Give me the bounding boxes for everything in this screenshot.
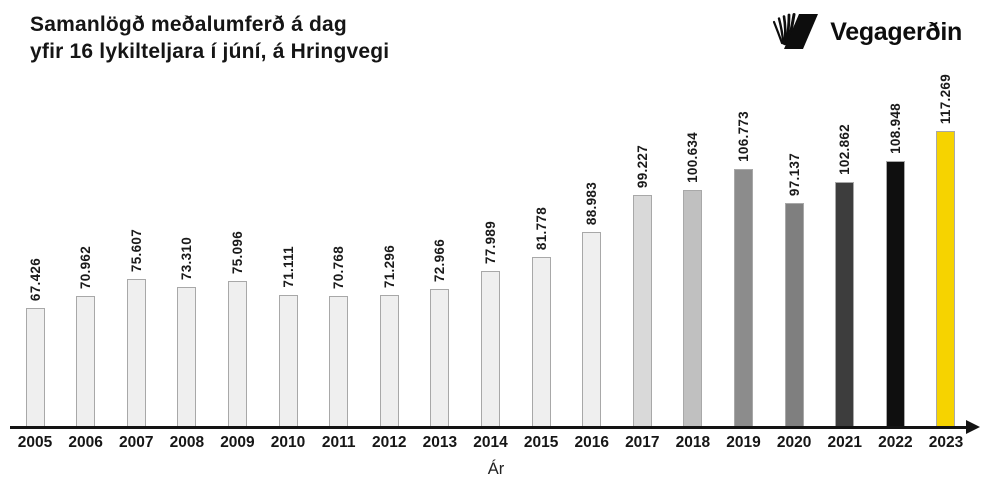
bar-column-2006: 70.962	[61, 246, 111, 427]
x-tick-2019: 2019	[726, 434, 761, 451]
x-tick-2014: 2014	[473, 434, 508, 451]
bar-column-2005: 67.426	[10, 258, 60, 427]
x-tick-2015: 2015	[523, 434, 559, 451]
bar-value-label-2015: 81.778	[533, 206, 549, 250]
bar-value-label-2023: 117.269	[938, 73, 954, 124]
bar-value-label-2012: 71.296	[381, 244, 397, 288]
bar-column-2019: 106.773	[719, 111, 769, 427]
vegagerdin-logo-icon	[771, 12, 819, 52]
bar-2020	[784, 203, 804, 427]
bar-2009	[227, 281, 247, 427]
bar-2010	[278, 295, 298, 427]
bar-value-label-2009: 75.096	[229, 230, 245, 274]
bar-value-label-2016: 88.983	[584, 181, 600, 225]
bar-2017	[632, 195, 652, 427]
x-tick-2012: 2012	[372, 434, 407, 451]
bar-column-2012: 71.296	[364, 245, 414, 427]
x-tick-2006: 2006	[68, 434, 103, 451]
bar-value-label-2019: 106.773	[736, 111, 752, 162]
bar-column-2015: 81.778	[516, 207, 566, 427]
bar-2015	[531, 257, 551, 427]
bar-2022	[885, 161, 905, 427]
bar-chart-plot-area: 67.426 70.962 75.607 73.310 75.096 71.111 70.7…	[10, 64, 971, 427]
bar-value-label-2013: 72.966	[432, 238, 448, 282]
x-tick-2005: 2005	[17, 434, 53, 451]
x-tick-2009: 2009	[220, 434, 255, 451]
bar-value-label-2008: 73.310	[179, 236, 195, 280]
x-tick-2011: 2011	[321, 434, 356, 451]
x-tick-2021: 2021	[827, 434, 862, 451]
bar-2008	[177, 287, 197, 427]
bar-2023	[936, 131, 956, 427]
bar-2005	[25, 308, 45, 427]
bar-2018	[683, 190, 703, 427]
bar-value-label-2005: 67.426	[27, 257, 43, 301]
bar-value-label-2017: 99.227	[634, 144, 650, 188]
bar-column-2007: 75.607	[111, 229, 161, 427]
chart-title-line2: yfir 16 lykilteljara í júní, á Hringvegi	[30, 40, 390, 63]
bar-column-2016: 88.983	[567, 182, 617, 427]
x-tick-2008: 2008	[169, 434, 205, 451]
x-axis-line	[10, 426, 967, 429]
bar-value-label-2020: 97.137	[786, 152, 802, 196]
bar-value-label-2018: 100.634	[685, 132, 701, 183]
vegagerdin-logo: Vegagerðin	[771, 12, 962, 52]
bar-column-2017: 99.227	[617, 145, 667, 427]
bar-column-2018: 100.634	[668, 132, 718, 427]
x-axis-arrow-icon	[966, 420, 980, 434]
bar-column-2011: 70.768	[314, 246, 364, 427]
bar-column-2008: 73.310	[162, 237, 212, 427]
x-tick-2020: 2020	[776, 434, 812, 451]
bar-value-label-2007: 75.607	[128, 228, 144, 272]
bar-column-2014: 77.989	[465, 221, 515, 427]
bar-2013	[430, 289, 450, 427]
bar-2007	[126, 279, 146, 427]
bar-value-label-2011: 70.768	[331, 245, 347, 289]
bar-2016	[582, 232, 602, 427]
bar-2014	[480, 271, 500, 427]
vegagerdin-logo-text: Vegagerðin	[830, 17, 962, 46]
bar-column-2010: 71.111	[263, 246, 313, 427]
bar-column-2022: 108.948	[870, 103, 920, 427]
bar-value-label-2021: 102.862	[837, 124, 853, 175]
bar-value-label-2014: 77.989	[482, 220, 498, 264]
x-tick-2018: 2018	[675, 434, 711, 451]
x-tick-2016: 2016	[574, 434, 609, 451]
bar-column-2013: 72.966	[415, 239, 465, 427]
bar-column-2020: 97.137	[769, 153, 819, 427]
x-axis-title: Ár	[487, 460, 505, 478]
chart-title-line1: Samanlögð meðalumferð á dag	[30, 13, 347, 36]
x-tick-2023: 2023	[928, 434, 964, 451]
bar-value-label-2006: 70.962	[78, 245, 94, 289]
chart-title: Samanlögð meðalumferð á dag yfir 16 lyki…	[30, 11, 389, 65]
bar-column-2023: 117.269	[921, 74, 971, 427]
bar-column-2021: 102.862	[820, 124, 870, 427]
bar-2012	[379, 295, 399, 427]
bar-2021	[835, 182, 855, 427]
x-tick-2022: 2022	[878, 434, 913, 451]
x-tick-2007: 2007	[118, 434, 154, 451]
bar-2019	[734, 169, 754, 427]
bar-2011	[329, 296, 349, 427]
x-tick-2013: 2013	[422, 434, 458, 451]
x-tick-2010: 2010	[270, 434, 306, 451]
bar-value-label-2010: 71.111	[280, 246, 296, 288]
bar-value-label-2022: 108.948	[887, 103, 903, 154]
x-tick-2017: 2017	[625, 434, 660, 451]
x-axis-tick-labels: 2005 2006 2007 2008 2009 2010 2011 2012 2013 2014…	[10, 434, 971, 452]
bar-column-2009: 75.096	[212, 231, 262, 427]
bar-2006	[76, 296, 96, 427]
